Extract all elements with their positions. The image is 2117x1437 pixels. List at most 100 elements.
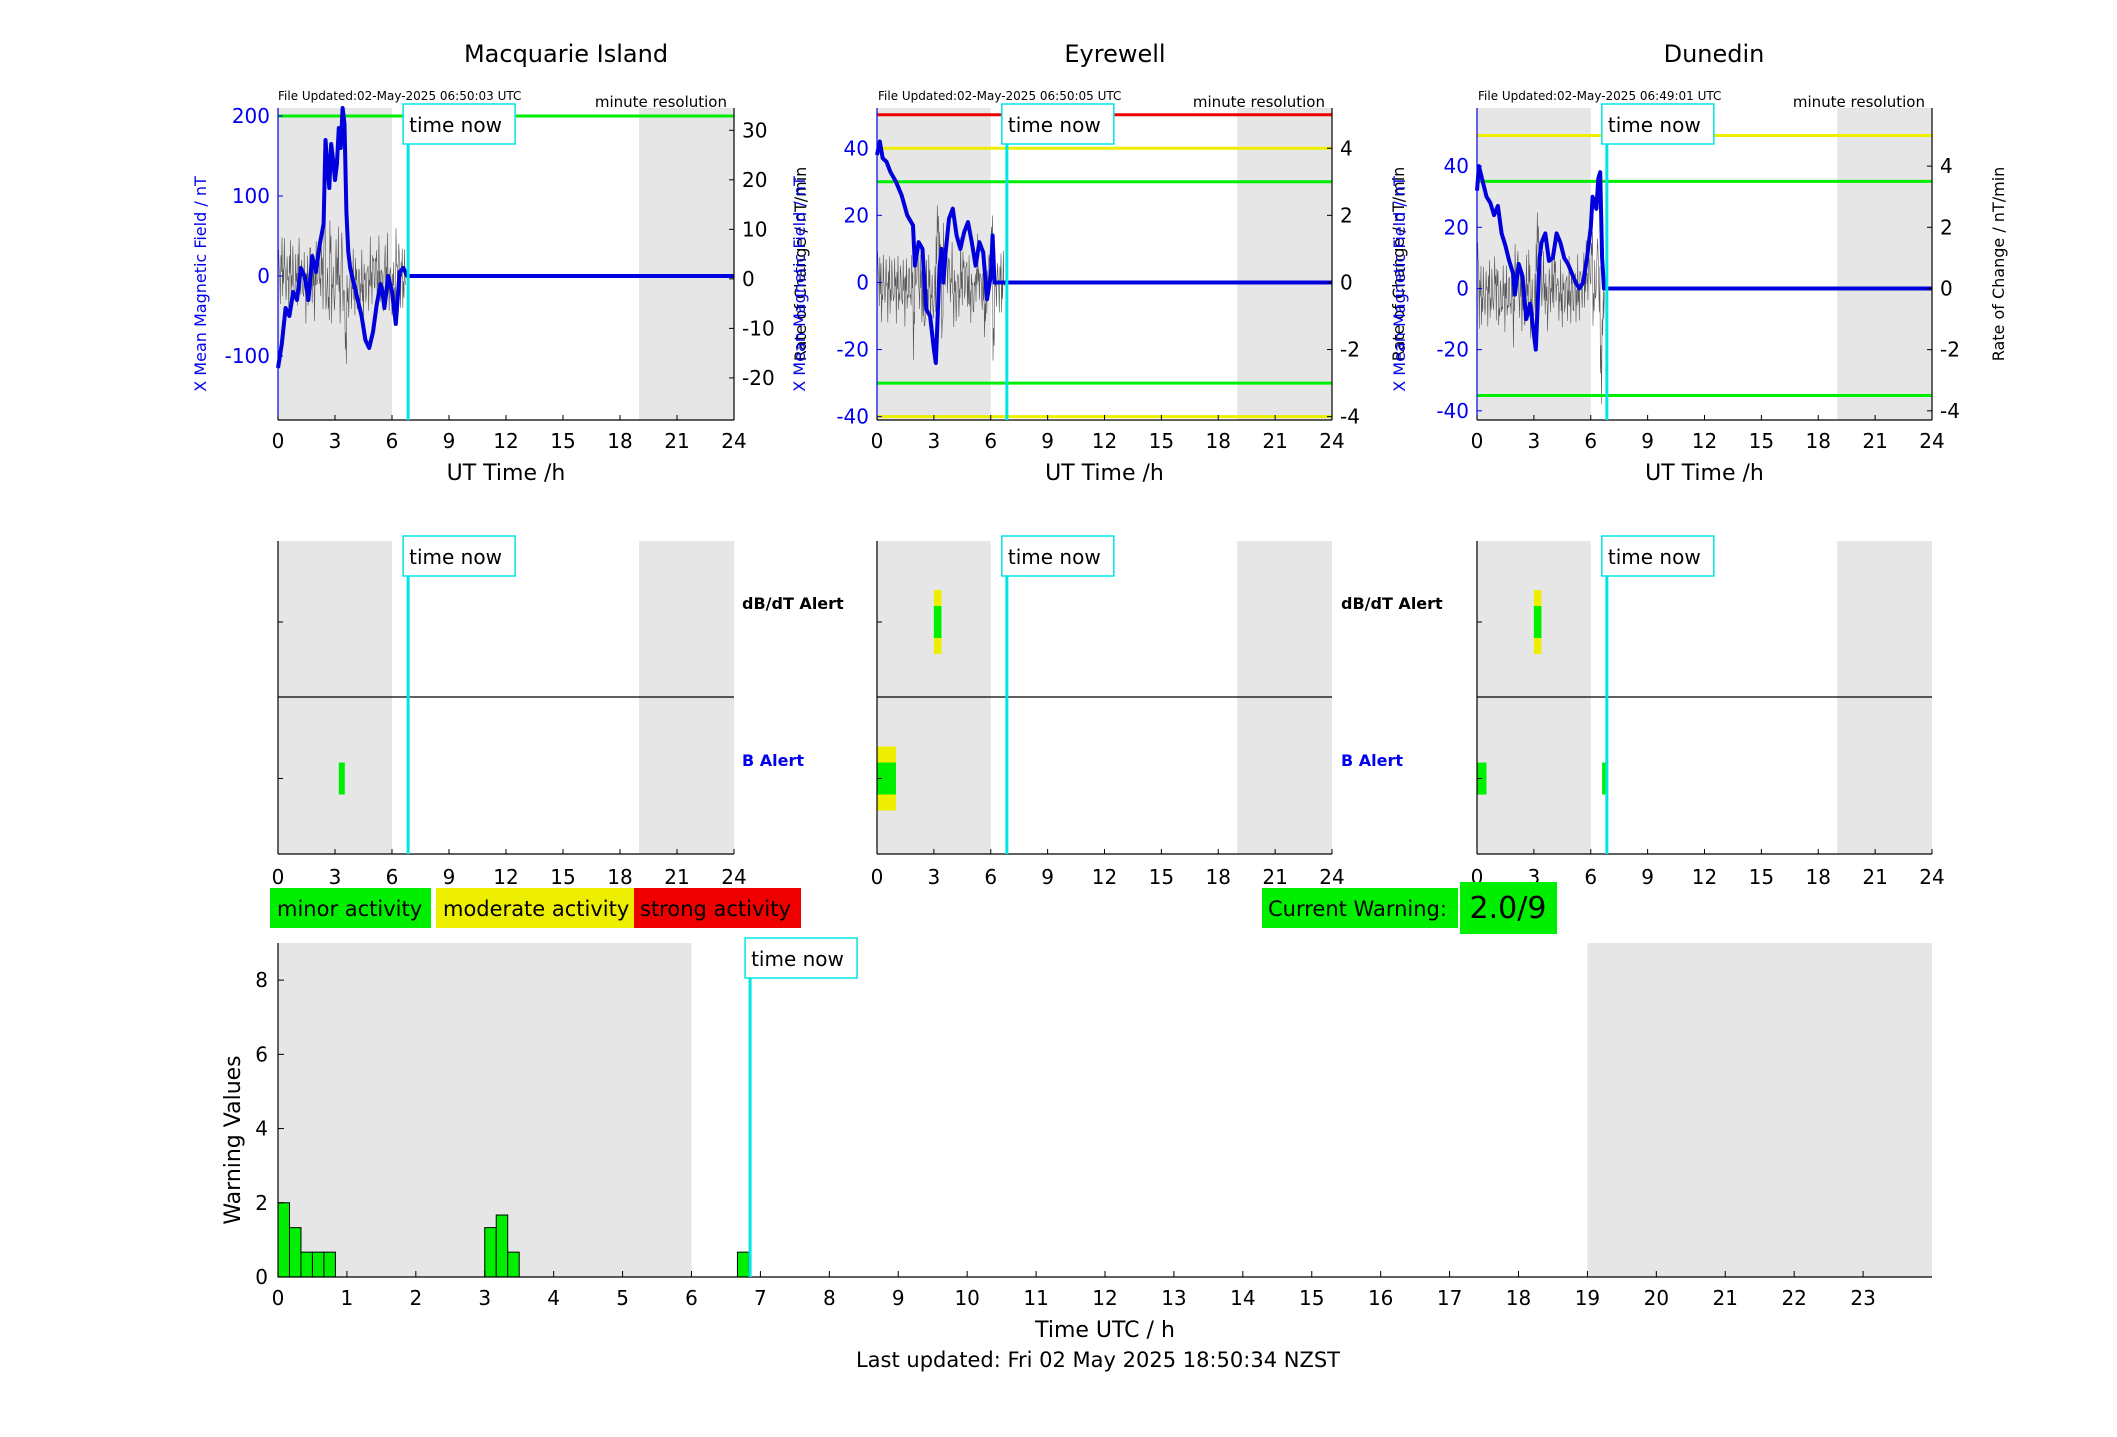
field-macquarie-island-xtick-label: 21 [664, 429, 689, 453]
field-macquarie-island-xtick-label: 6 [386, 429, 399, 453]
warning-bar [484, 1227, 497, 1278]
field-dunedin-ylabel: X Mean Magnetic Field / nT [1390, 176, 1409, 392]
alert-eyrewell-b-marker-0 [877, 762, 896, 795]
field-dunedin-shade-0 [1477, 108, 1591, 420]
warning-xtick-label: 18 [1506, 1286, 1531, 1310]
warning-xtick-label: 6 [685, 1286, 698, 1310]
field-dunedin-xtick-label: 24 [1919, 429, 1944, 453]
alert-eyrewell-dbdt-marker-0 [933, 606, 942, 638]
warning-shade-1 [1587, 943, 1932, 1277]
warning-xlabel: Time UTC / h [1034, 1318, 1175, 1343]
alert-dunedin-xtick-label: 12 [1692, 865, 1717, 889]
warning-xtick-label: 11 [1023, 1286, 1048, 1310]
field-eyrewell-ytick-label: -20 [836, 338, 869, 362]
alert-panel-eyrewell: 0 3 6 9 12 15 18 21 24 time now [871, 535, 1345, 889]
alert-macquarie-island-xtick-label: 12 [493, 865, 518, 889]
legend-moderate-label: moderate activity [443, 897, 629, 921]
legend-minor-label: minor activity [277, 897, 422, 921]
field-dunedin-ytick-label: 0 [1456, 276, 1469, 300]
alert-dunedin-dbdt-marker-0 [1533, 606, 1542, 638]
field-macquarie-island-xtick-label: 18 [607, 429, 632, 453]
warning-xtick-label: 12 [1092, 1286, 1117, 1310]
warning-xtick-label: 3 [478, 1286, 491, 1310]
field-dunedin-xtick-label: 18 [1806, 429, 1831, 453]
b-alert-label-1: B Alert [742, 751, 804, 770]
resolution-eyrewell: minute resolution [1193, 93, 1325, 111]
field-macquarie-island-shade-0 [278, 108, 392, 420]
current-warning-value: 2.0/9 [1470, 891, 1547, 926]
warning-xtick-label: 7 [754, 1286, 767, 1310]
warning-time-now-box [744, 937, 858, 979]
field-dunedin-field-trace [1475, 164, 1932, 352]
field-macquarie-island-xtick-label: 9 [443, 429, 456, 453]
field-macquarie-island-xtick-label: 15 [550, 429, 575, 453]
warning-xtick-label: 9 [892, 1286, 905, 1310]
warning-xtick-label: 17 [1437, 1286, 1462, 1310]
warning-xtick-label: 2 [409, 1286, 422, 1310]
dbdt-alert-label-2: dB/dT Alert [1341, 594, 1443, 613]
alert-dunedin-time-now-box [1601, 535, 1715, 577]
alert-eyrewell-time-now-box [1001, 535, 1115, 577]
station-title-dunedin: Dunedin [1664, 40, 1765, 68]
alert-eyrewell-xtick-label: 9 [1041, 865, 1054, 889]
field-eyrewell-xlabel: UT Time /h [1045, 461, 1164, 486]
warning-bar [736, 1251, 750, 1278]
field-macquarie-island-xtick-label: 0 [272, 429, 285, 453]
alert-macquarie-island-xtick-label: 0 [272, 865, 285, 889]
last-updated: Last updated: Fri 02 May 2025 18:50:34 N… [856, 1348, 1340, 1372]
activity-legend: minor activity moderate activity strong … [270, 888, 801, 928]
warning-ytick-label: 4 [255, 1117, 268, 1141]
warning-xtick-label: 4 [547, 1286, 560, 1310]
warning-xtick-label: 13 [1161, 1286, 1186, 1310]
warning-xtick-label: 21 [1713, 1286, 1738, 1310]
field-eyrewell-ylabel: X Mean Magnetic Field / nT [790, 176, 809, 392]
field-eyrewell-rtick-label: 0 [1340, 270, 1353, 294]
alert-macquarie-island-b-marker-0 [338, 762, 345, 795]
field-dunedin-xtick-label: 15 [1749, 429, 1774, 453]
warning-xtick-label: 15 [1299, 1286, 1324, 1310]
field-macquarie-island-field-trace [276, 106, 734, 369]
warning-xtick-label: 22 [1781, 1286, 1806, 1310]
field-eyrewell-ytick-label: 40 [844, 136, 869, 160]
alert-macquarie-island-xtick-label: 3 [329, 865, 342, 889]
field-macquarie-island-rtick-label: 10 [742, 217, 767, 241]
field-eyrewell-rtick-label: -4 [1340, 405, 1360, 429]
field-macquarie-island-rtick-label: -10 [742, 316, 775, 340]
warning-ytick-label: 8 [255, 968, 268, 992]
alert-macquarie-island-xtick-label: 6 [386, 865, 399, 889]
field-macquarie-island-rate-ylabel: Rate of Change / nT/min [791, 167, 810, 362]
warning-xtick-label: 8 [823, 1286, 836, 1310]
alert-macquarie-island-xtick-label: 21 [664, 865, 689, 889]
field-eyrewell-xtick-label: 9 [1041, 429, 1054, 453]
alert-eyrewell-xtick-label: 15 [1149, 865, 1174, 889]
alert-macquarie-island-time-now-label: time now [409, 545, 502, 569]
field-eyrewell-field-trace [875, 139, 1332, 365]
field-dunedin-rtick-label: 4 [1940, 154, 1953, 178]
warning-xtick-label: 19 [1575, 1286, 1600, 1310]
current-warning-label: Current Warning: [1268, 897, 1447, 921]
current-warning-label-box [1262, 888, 1458, 928]
field-eyrewell-rtick-label: 4 [1340, 136, 1353, 160]
alert-dunedin-xtick-label: 21 [1862, 865, 1887, 889]
field-dunedin-xtick-label: 12 [1692, 429, 1717, 453]
station-title-macquarie: Macquarie Island [464, 40, 668, 68]
warning-xtick-label: 10 [954, 1286, 979, 1310]
legend-moderate-swatch [436, 888, 634, 928]
field-macquarie-island-xlabel: UT Time /h [447, 461, 566, 486]
field-macquarie-island-ytick-label: -100 [225, 344, 270, 368]
dbdt-alert-label-1: dB/dT Alert [742, 594, 844, 613]
field-eyrewell-rtick-label: -2 [1340, 338, 1360, 362]
alert-dunedin-time-now-label: time now [1608, 545, 1701, 569]
field-dunedin-rtick-label: -2 [1940, 338, 1960, 362]
field-macquarie-island-ytick-label: 100 [232, 184, 270, 208]
field-macquarie-island-xtick-label: 3 [329, 429, 342, 453]
field-dunedin-xlabel: UT Time /h [1645, 461, 1764, 486]
legend-strong-swatch [634, 888, 801, 928]
alert-eyrewell-xtick-label: 18 [1206, 865, 1231, 889]
field-macquarie-island-shade-1 [639, 108, 734, 420]
field-dunedin-rtick-label: 2 [1940, 215, 1953, 239]
b-alert-label-2: B Alert [1341, 751, 1403, 770]
field-eyrewell-xtick-label: 6 [984, 429, 997, 453]
